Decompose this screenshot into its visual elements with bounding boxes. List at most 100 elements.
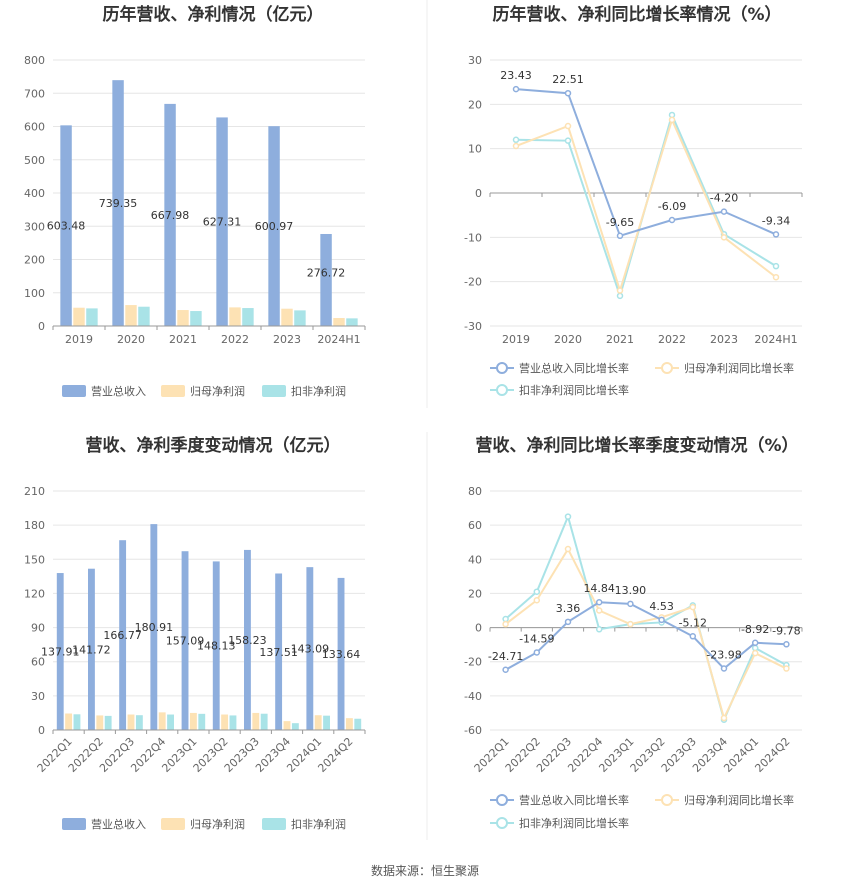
y-tick-label: 60 xyxy=(468,519,482,532)
legend-marker[interactable] xyxy=(496,384,508,396)
series-point xyxy=(616,232,624,240)
data-label: -14.59 xyxy=(519,632,554,645)
line-chart-quarter_line: 营收、净利同比增长率季度变动情况（%） -60 -40 -20 0 20 40 60 80 -24… xyxy=(464,435,803,830)
y-tick-label: 0 xyxy=(38,724,45,737)
legend-label[interactable]: 归母净利润 xyxy=(190,817,245,831)
y-tick-label: 80 xyxy=(468,485,482,498)
series-point xyxy=(720,665,728,672)
legend-label[interactable]: 营业总收入 xyxy=(91,384,146,398)
bar-扣非净利润 xyxy=(354,718,362,730)
bar-归母净利润 xyxy=(158,712,166,730)
series-point xyxy=(783,665,790,672)
bar-扣非净利润 xyxy=(167,714,174,730)
bar-营业总收入 xyxy=(268,126,280,326)
series-point xyxy=(783,641,790,648)
legend-label[interactable]: 营业总收入 xyxy=(91,817,146,831)
bar-扣非净利润 xyxy=(135,715,143,730)
legend-label[interactable]: 归母净利润 xyxy=(190,384,245,398)
legend-swatch[interactable] xyxy=(161,385,185,397)
y-tick-label: -60 xyxy=(464,724,482,737)
legend-swatch[interactable] xyxy=(161,818,185,830)
series-point xyxy=(502,620,509,628)
legend-label[interactable]: 扣非净利润 xyxy=(291,384,346,398)
bar-chart-quarter_bar: 营收、净利季度变动情况（亿元） 0 30 60 90 120 150 180 210 137.91… xyxy=(24,435,366,831)
bar-归母净利润 xyxy=(125,305,137,326)
bar-扣非净利润 xyxy=(190,311,202,326)
data-label: -24.71 xyxy=(488,650,523,663)
legend-marker[interactable] xyxy=(496,794,508,806)
bar-扣非净利润 xyxy=(138,306,150,326)
series-point xyxy=(689,633,697,640)
data-label: 180.91 xyxy=(135,621,174,634)
legend-label[interactable]: 归母净利润同比增长率 xyxy=(684,793,794,807)
x-tick-label: 2023 xyxy=(273,333,301,346)
x-tick-label: 2024H1 xyxy=(754,333,797,346)
series-line-扣非净利润同比增长率 xyxy=(504,513,787,723)
chart-title: 营收、净利同比增长率季度变动情况（%） xyxy=(475,435,798,456)
y-tick-label: 180 xyxy=(24,519,45,532)
data-label: -23.98 xyxy=(706,649,741,662)
bar-扣非净利润 xyxy=(291,723,299,730)
bar-归母净利润 xyxy=(281,308,293,326)
y-tick-label: 90 xyxy=(31,622,45,635)
legend-marker[interactable] xyxy=(661,794,673,806)
series-point xyxy=(751,649,759,657)
legend-swatch[interactable] xyxy=(62,818,86,830)
x-tick-label: 2024H1 xyxy=(317,333,360,346)
legend-swatch[interactable] xyxy=(262,818,286,830)
data-label: 13.90 xyxy=(615,584,647,597)
legend-swatch[interactable] xyxy=(62,385,86,397)
y-tick-label: 30 xyxy=(31,690,45,703)
series-point xyxy=(668,116,676,124)
bar-归母净利润 xyxy=(283,721,291,730)
data-label: 158.23 xyxy=(228,634,267,647)
y-tick-label: 60 xyxy=(31,656,45,669)
data-label: 166.77 xyxy=(103,629,142,642)
x-tick-label: 2021 xyxy=(606,333,634,346)
series-point xyxy=(668,216,676,224)
series-point xyxy=(512,136,520,144)
data-label: 148.13 xyxy=(197,640,236,653)
line-chart-annual_line: 历年营收、净利同比增长率情况（%） -30 -20 -10 0 10 20 30 23.43 22… xyxy=(464,4,803,397)
legend-label[interactable]: 扣非净利润 xyxy=(291,817,346,831)
y-tick-label: 600 xyxy=(24,121,45,134)
y-tick-label: -20 xyxy=(464,276,482,289)
y-tick-label: 400 xyxy=(24,187,45,200)
legend-label[interactable]: 营业总收入同比增长率 xyxy=(519,361,629,375)
data-label: -4.20 xyxy=(710,192,738,205)
bar-扣非净利润 xyxy=(198,713,206,730)
x-tick-label: 2019 xyxy=(502,333,530,346)
bar-扣非净利润 xyxy=(229,715,237,730)
bar-营业总收入 xyxy=(244,549,251,730)
legend-label[interactable]: 扣非净利润同比增长率 xyxy=(519,816,629,830)
bar-归母净利润 xyxy=(127,714,135,730)
series-line-归母净利润同比增长率 xyxy=(504,546,787,721)
bar-营业总收入 xyxy=(88,568,95,730)
data-label: -9.78 xyxy=(772,624,800,637)
series-point xyxy=(772,273,780,281)
series-point xyxy=(616,292,624,300)
data-label: 603.48 xyxy=(47,220,86,233)
series-point xyxy=(564,545,572,553)
x-tick-label: 2021 xyxy=(169,333,197,346)
legend-marker[interactable] xyxy=(496,362,508,374)
data-label: 143.09 xyxy=(291,643,330,656)
data-label: 22.51 xyxy=(552,73,584,86)
legend-label[interactable]: 营业总收入同比增长率 xyxy=(519,793,629,807)
series-point xyxy=(772,262,780,270)
bar-归母净利润 xyxy=(252,712,260,730)
series-point xyxy=(564,122,572,130)
legend-label[interactable]: 归母净利润同比增长率 xyxy=(684,361,794,375)
data-label: 667.98 xyxy=(151,209,190,222)
y-tick-label: 150 xyxy=(24,553,45,566)
y-tick-label: 0 xyxy=(475,187,482,200)
bar-归母净利润 xyxy=(221,714,229,730)
y-tick-label: -30 xyxy=(464,320,482,333)
series-point xyxy=(616,287,624,294)
series-point xyxy=(564,89,572,97)
legend-marker[interactable] xyxy=(496,817,508,829)
legend-label[interactable]: 扣非净利润同比增长率 xyxy=(519,383,629,397)
legend-marker[interactable] xyxy=(661,362,673,374)
legend-swatch[interactable] xyxy=(262,385,286,397)
series-point xyxy=(512,85,520,93)
